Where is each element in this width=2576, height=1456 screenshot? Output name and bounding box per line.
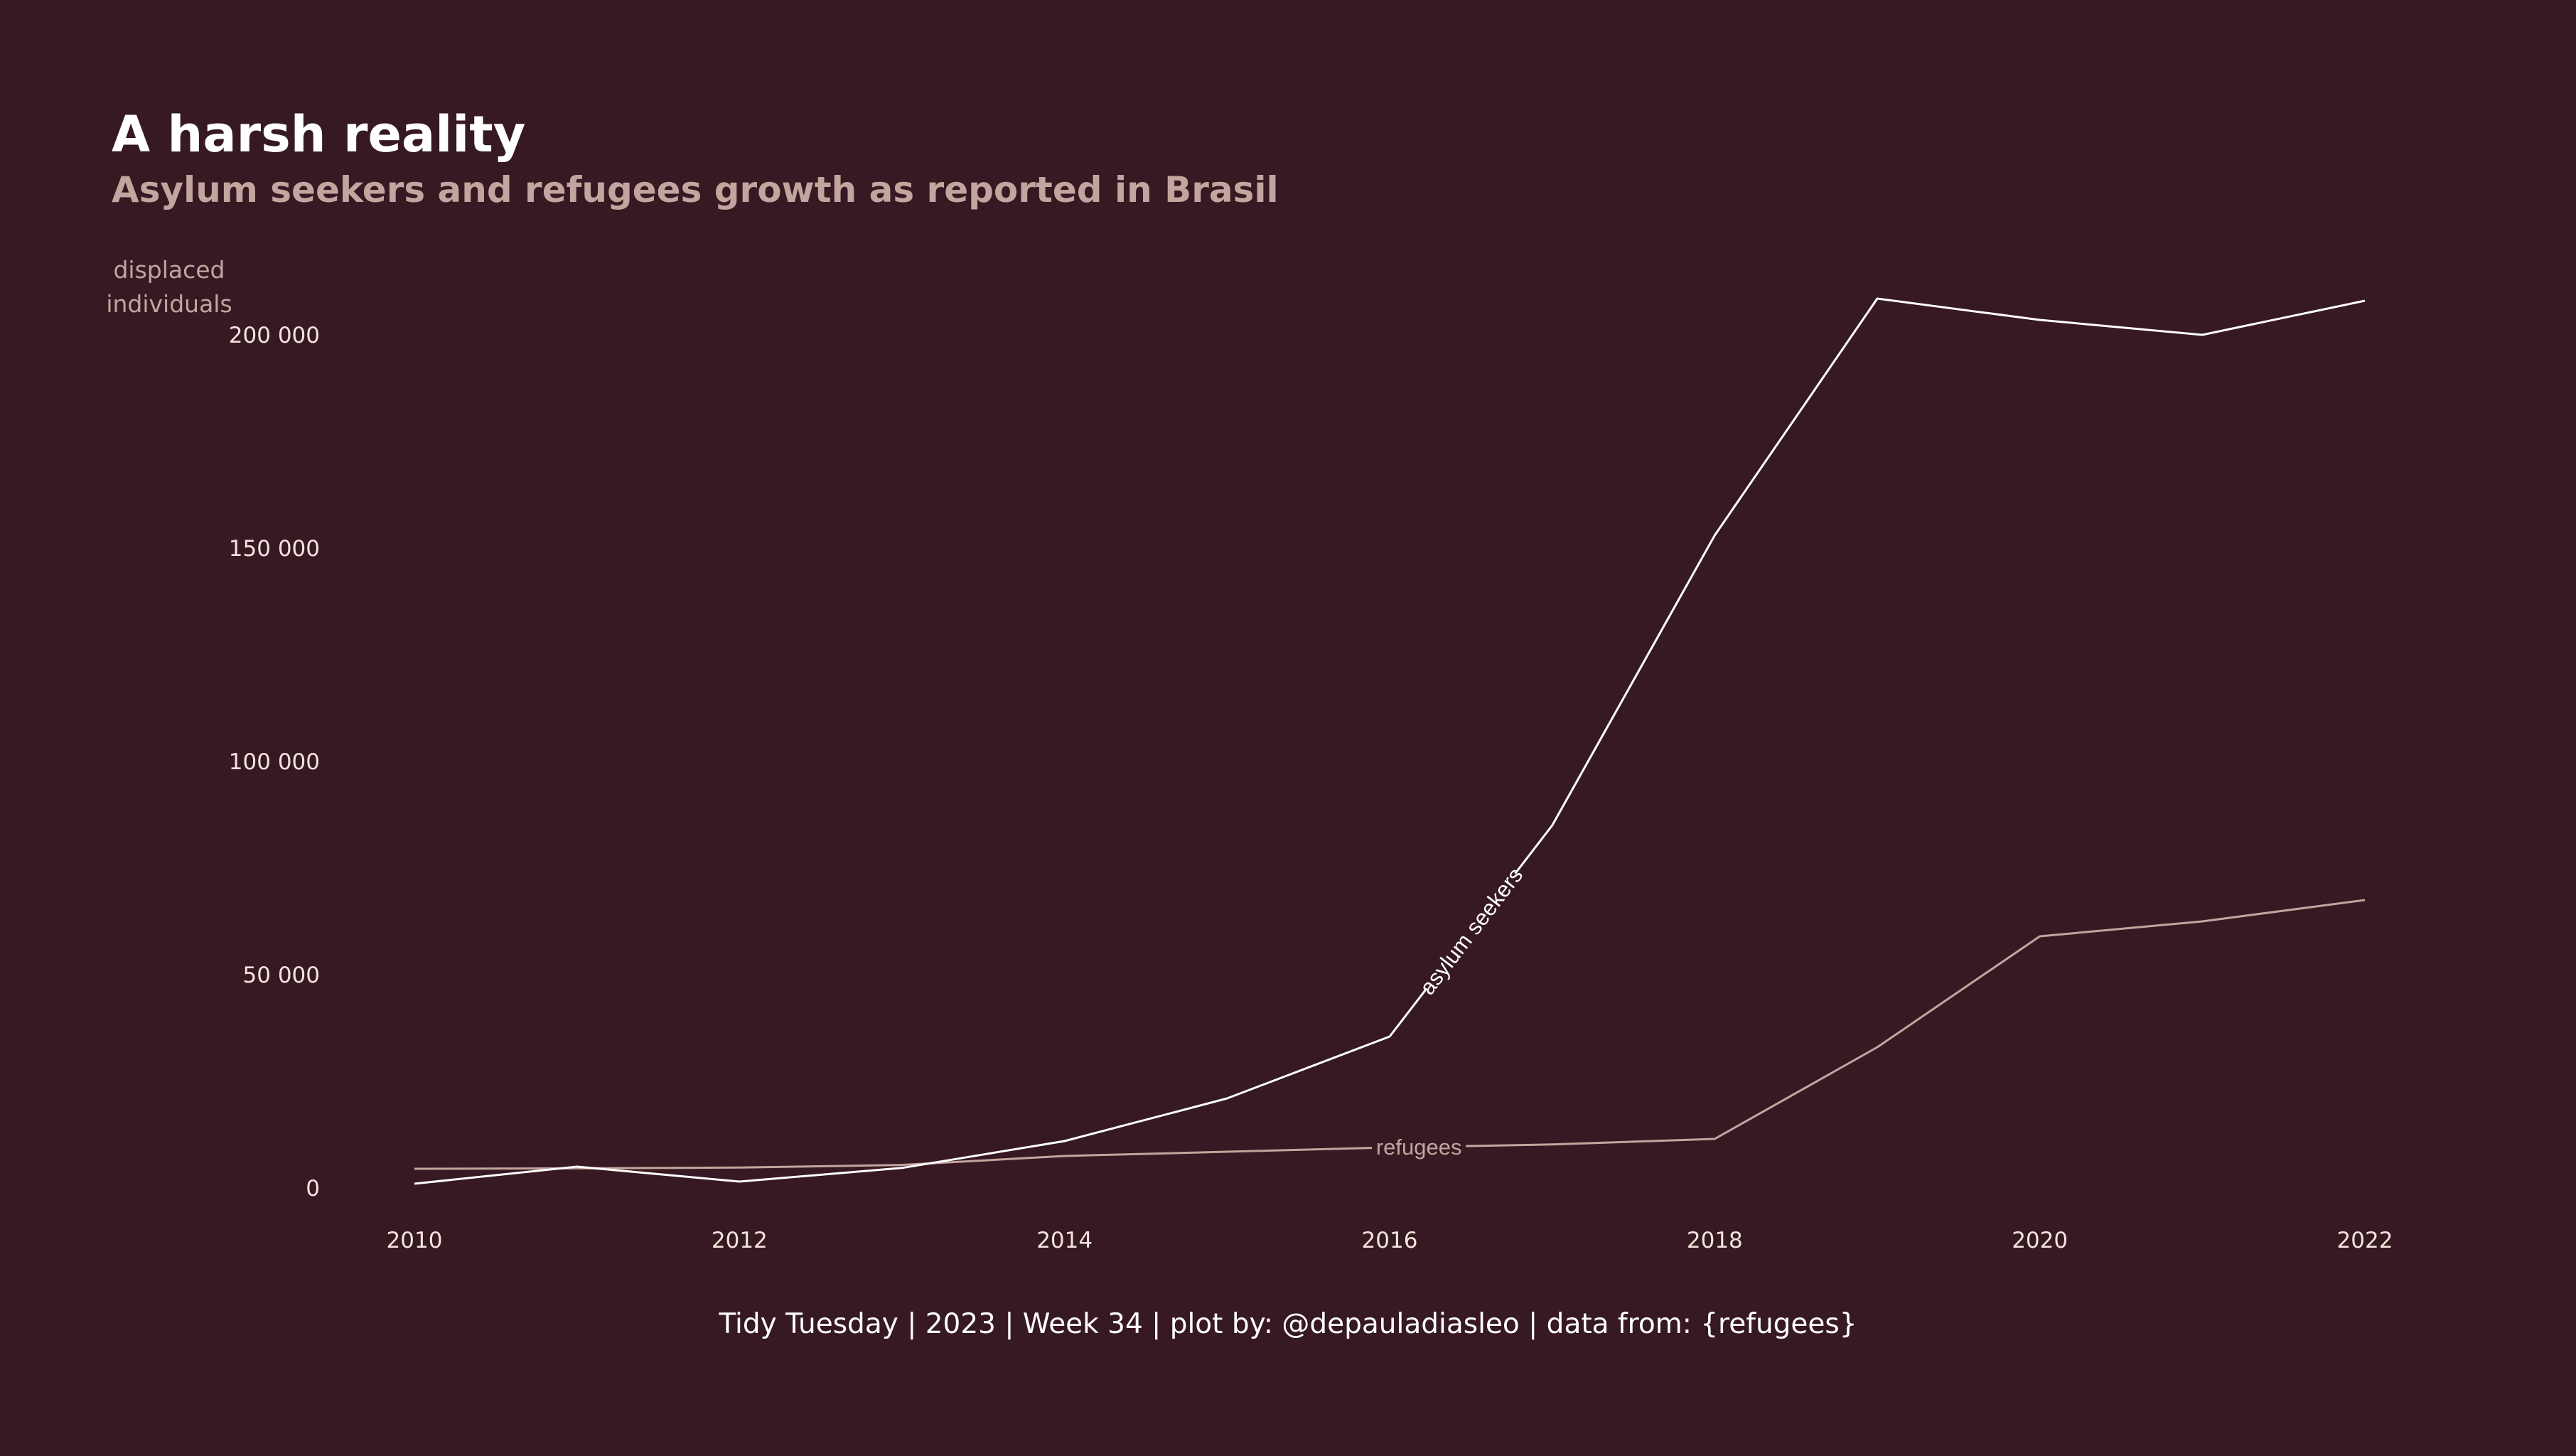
- y-axis-label: displaced individuals: [105, 253, 233, 321]
- y-axis-label-line-2: individuals: [106, 290, 232, 318]
- y-tick-label: 150 000: [229, 536, 320, 562]
- series-label-asylum-seekers: asylum seekers: [1415, 863, 1528, 1000]
- x-tick-label: 2020: [2012, 1228, 2068, 1253]
- chart-title: A harsh reality: [112, 105, 526, 164]
- series-line-asylum-seekers: [414, 297, 2366, 1185]
- y-tick-label: 0: [306, 1176, 320, 1201]
- x-tick-label: 2022: [2337, 1228, 2393, 1253]
- y-tick-label: 100 000: [229, 749, 320, 775]
- x-axis-ticks: 2010 2012 2014 2016 2018 2020 2022: [387, 1228, 2393, 1253]
- series-label-asylum-seekers-group: asylum seekers: [1415, 863, 1528, 1000]
- x-tick-label: 2018: [1687, 1228, 1743, 1253]
- x-tick-label: 2016: [1362, 1228, 1418, 1253]
- y-axis-label-line-1: displaced: [113, 256, 225, 284]
- y-tick-label: 200 000: [229, 323, 320, 348]
- series-line-refugees: [414, 899, 2366, 1170]
- caption: Tidy Tuesday | 2023 | Week 34 | plot by:…: [719, 1308, 1857, 1340]
- series-lines: refugees asylum seekers: [414, 297, 2366, 1185]
- x-tick-label: 2012: [712, 1228, 768, 1253]
- y-axis-ticks: 0 50 000 100 000 150 000 200 000: [229, 323, 320, 1201]
- series-label-refugees-group: refugees: [1372, 1134, 1466, 1160]
- x-tick-label: 2014: [1036, 1228, 1093, 1253]
- chart-subtitle: Asylum seekers and refugees growth as re…: [112, 169, 1279, 210]
- y-tick-label: 50 000: [243, 963, 320, 988]
- x-tick-label: 2010: [387, 1228, 443, 1253]
- series-label-refugees: refugees: [1376, 1135, 1462, 1160]
